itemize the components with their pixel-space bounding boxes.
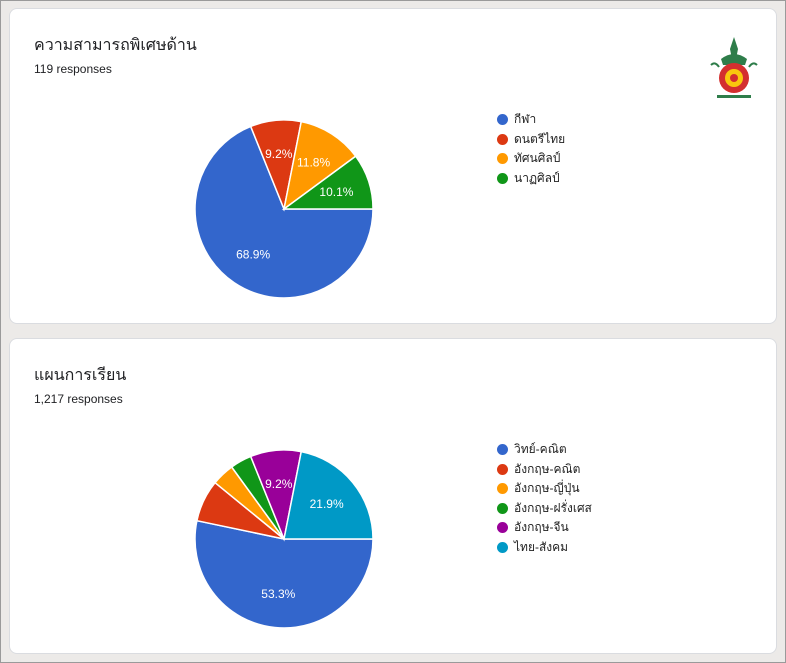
slice-label: 11.8% [297,155,330,169]
legend-item[interactable]: วิทย์-คณิต [497,440,592,460]
legend-label: อังกฤษ-จีน [514,520,569,535]
slice-label: 9.2% [265,147,293,161]
legend-dot-icon [497,444,508,456]
legend-label: อังกฤษ-คณิต [514,461,581,476]
legend-item[interactable]: ทัศนศิลป์ [497,149,565,169]
legend-item[interactable]: อังกฤษ-จีน [497,518,592,538]
legend-dot-icon [497,133,508,145]
legend-label: ดนตรีไทย [514,131,566,146]
pie-slice-3[interactable] [282,120,357,211]
slice-label: 68.9% [236,248,270,262]
legend-label: ทัศนศิลป์ [514,151,561,166]
response-count: 119 responses [34,62,112,76]
legend-dot-icon [497,522,508,534]
legend-item[interactable]: ไทย-สังคม [497,538,592,558]
slice-label: 21.9% [310,497,344,511]
legend-item[interactable]: นาฏศิลป์ [497,169,565,189]
legend-item[interactable]: ดนตรีไทย [497,130,565,150]
legend-dot-icon [497,483,508,495]
question-title: แผนการเรียน [34,367,127,384]
question-title: ความสามารถพิเศษด้าน [34,37,197,54]
pie-slice-6[interactable] [283,450,374,540]
school-logo [710,37,758,98]
legend-item[interactable]: อังกฤษ-ฝรั่งเศส [497,499,592,519]
legend-dot-icon [497,541,508,553]
slice-label: 9.2% [265,477,293,491]
legend-label: กีฬา [514,112,537,127]
legend-label: ไทย-สังคม [514,539,569,554]
legend-item[interactable]: อังกฤษ-คณิต [497,460,592,480]
legend-label: วิทย์-คณิต [514,442,567,457]
pie-slice-1[interactable] [194,519,374,629]
pie-slice-4[interactable] [281,155,374,210]
legend-dot-icon [497,172,508,184]
legend-dot-icon [497,153,508,165]
legend-label: อังกฤษ-ฝรั่งเศส [514,500,592,515]
question-card-study-plan: แผนการเรียน 1,217 responses 53.3% 9.2% 21.… [9,338,777,654]
legend-dot-icon [497,463,508,475]
legend-item[interactable]: กีฬา [497,110,565,130]
legend-dot-icon [497,502,508,514]
pie-chart: 53.3% 9.2% 21.9% [194,449,374,629]
pie-chart: 68.9% 9.2% 11.8% 10.1% [194,119,374,299]
legend-item[interactable]: อังกฤษ-ญี่ปุ่น [497,479,592,499]
chart-legend: วิทย์-คณิตอังกฤษ-คณิตอังกฤษ-ญี่ปุ่นอังกฤ… [497,440,592,557]
slice-label: 53.3% [261,587,295,601]
slice-label: 10.1% [319,185,353,199]
chart-legend: กีฬาดนตรีไทยทัศนศิลป์นาฏศิลป์ [497,110,565,188]
legend-dot-icon [497,114,508,126]
response-count: 1,217 responses [34,392,123,406]
legend-label: อังกฤษ-ญี่ปุ่น [514,481,580,496]
pie-slice-1[interactable] [194,125,374,299]
question-card-talent: ความสามารถพิเศษด้าน 119 responses 68.9% 9… [9,8,777,324]
legend-label: นาฏศิลป์ [514,170,560,185]
